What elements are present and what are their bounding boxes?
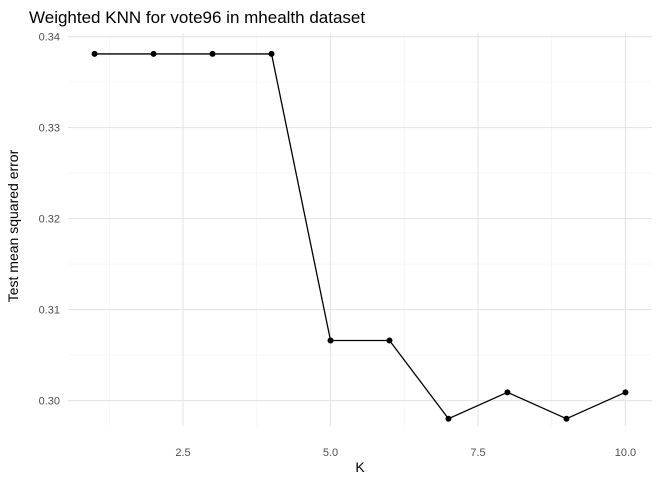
x-tick-label: 10.0 — [615, 447, 636, 459]
data-point — [209, 50, 216, 57]
x-axis-title: K — [355, 459, 365, 475]
data-point — [445, 415, 452, 422]
series-line — [94, 53, 626, 420]
data-point — [268, 50, 275, 57]
x-tick-label: 5.0 — [323, 447, 338, 459]
y-tick-label: 0.31 — [39, 305, 60, 317]
minor-gridlines — [68, 33, 652, 426]
y-tick-labels: 0.30 0.31 0.32 0.33 0.34 — [39, 32, 60, 408]
x-tick-label: 7.5 — [470, 447, 485, 459]
series-layer — [91, 50, 629, 422]
data-point — [504, 389, 511, 396]
data-point — [563, 415, 570, 422]
x-tick-labels: 2.5 5.0 7.5 10.0 — [175, 447, 636, 459]
y-tick-label: 0.32 — [39, 214, 60, 226]
y-tick-label: 0.33 — [39, 123, 60, 135]
y-tick-label: 0.30 — [39, 396, 60, 408]
chart-title: Weighted KNN for vote96 in mhealth datas… — [29, 8, 365, 27]
data-point — [327, 337, 334, 344]
x-tick-label: 2.5 — [175, 447, 190, 459]
y-tick-label: 0.34 — [39, 32, 60, 44]
data-point — [622, 389, 629, 396]
major-gridlines — [68, 33, 652, 426]
data-point — [386, 337, 393, 344]
y-axis-title: Test mean squared error — [5, 149, 21, 302]
data-point — [150, 50, 157, 57]
data-point — [91, 50, 98, 57]
